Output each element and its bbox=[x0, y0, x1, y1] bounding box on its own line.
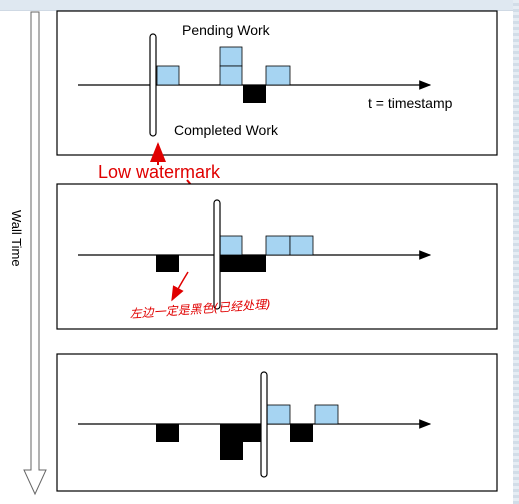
wall-time-label: Wall Time bbox=[9, 210, 24, 267]
panel-2 bbox=[56, 183, 498, 330]
pending-block bbox=[219, 235, 243, 256]
completed-block bbox=[290, 424, 313, 442]
completed-block bbox=[220, 424, 243, 460]
watermark-bar bbox=[260, 371, 268, 478]
completed-block bbox=[220, 255, 266, 272]
completed-block bbox=[243, 85, 266, 103]
panel-1: Pending Work Completed Work t = timestam… bbox=[56, 10, 498, 156]
wall-time-arrow bbox=[23, 11, 47, 496]
timestamp-axis-label: t = timestamp bbox=[368, 95, 453, 111]
right-window-strip bbox=[513, 0, 519, 504]
pending-block bbox=[156, 65, 180, 86]
completed-block bbox=[243, 424, 265, 442]
pending-block bbox=[265, 404, 291, 425]
pending-block bbox=[219, 65, 243, 86]
pending-block bbox=[314, 404, 339, 425]
completed-block bbox=[156, 424, 179, 442]
pending-work-label: Pending Work bbox=[182, 22, 271, 38]
pending-block bbox=[265, 65, 291, 86]
low-watermark-label: Low watermark bbox=[98, 162, 221, 182]
panel-3 bbox=[56, 353, 498, 492]
watermark-bar bbox=[149, 33, 157, 137]
completed-block bbox=[156, 255, 179, 272]
pending-block bbox=[289, 235, 314, 256]
completed-work-label: Completed Work bbox=[174, 122, 279, 138]
note-arrow bbox=[171, 271, 189, 302]
pending-block bbox=[265, 235, 291, 256]
watermark-bar bbox=[213, 199, 221, 310]
pending-block bbox=[219, 46, 243, 67]
